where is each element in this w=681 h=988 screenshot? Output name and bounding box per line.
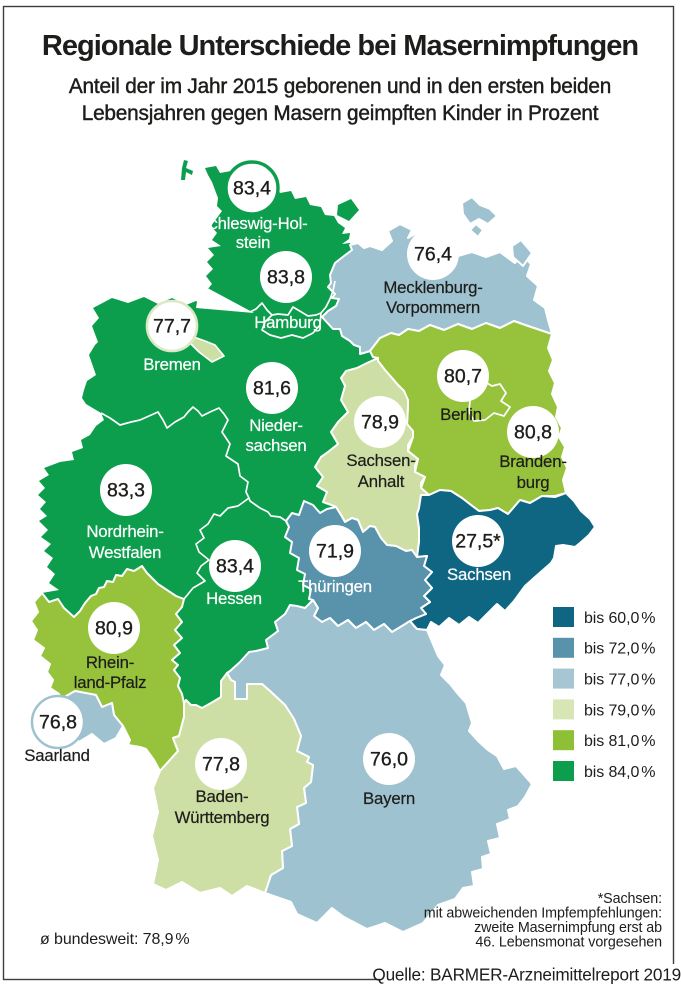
svg-text:80,7: 80,7 [444,366,482,388]
svg-text:ø bundesweit: 78,9%: ø bundesweit: 78,9% [40,931,190,948]
svg-text:78,9: 78,9 [361,412,399,434]
svg-text:*Sachsen:: *Sachsen: [598,891,662,907]
svg-text:bis 79,0%: bis 79,0% [584,702,655,719]
svg-text:Branden-: Branden- [499,452,566,471]
svg-text:76,4: 76,4 [414,244,452,266]
svg-text:bis 81,0%: bis 81,0% [584,733,655,750]
svg-text:land-Pfalz: land-Pfalz [74,673,147,692]
svg-text:77,7: 77,7 [153,316,191,338]
svg-text:bis 77,0%: bis 77,0% [584,672,655,689]
svg-text:Quelle: BARMER-Arzneimittelrep: Quelle: BARMER-Arzneimittelreport 2019 [372,965,681,985]
svg-text:76,0: 76,0 [370,749,408,771]
svg-text:46. Lebensmonat vorgesehen: 46. Lebensmonat vorgesehen [475,935,662,951]
svg-text:Rhein-: Rhein- [86,653,134,672]
svg-text:Nieder-: Nieder- [249,416,303,435]
svg-text:bis 72,0%: bis 72,0% [584,641,655,658]
svg-text:burg: burg [517,473,550,492]
svg-text:Saarland: Saarland [24,746,90,765]
svg-text:Westfalen: Westfalen [89,543,162,562]
svg-text:83,4: 83,4 [233,178,271,200]
svg-text:Anhalt: Anhalt [358,472,405,491]
svg-text:Lebensjahren gegen Masern geim: Lebensjahren gegen Masern geimpften Kind… [82,102,599,125]
svg-text:71,9: 71,9 [316,541,354,563]
svg-text:mit abweichenden Impfempfehlun: mit abweichenden Impfempfehlungen: [424,906,662,922]
svg-text:sachsen: sachsen [245,436,306,455]
svg-text:Vorpommern: Vorpommern [386,298,480,317]
svg-text:83,4: 83,4 [216,556,254,578]
svg-text:27,5*: 27,5* [455,531,501,553]
svg-text:81,6: 81,6 [253,378,291,400]
svg-text:Mecklenburg-: Mecklenburg- [383,278,482,297]
svg-text:bis 84,0%: bis 84,0% [584,764,655,781]
svg-text:Württemberg: Württemberg [175,808,270,827]
svg-text:Schleswig-Hol-: Schleswig-Hol- [198,214,307,233]
svg-text:bis 60,0%: bis 60,0% [584,610,655,627]
svg-text:Regionale Unterschiede bei Mas: Regionale Unterschiede bei Masernimpfung… [42,30,638,62]
svg-text:83,8: 83,8 [267,267,305,289]
svg-text:Thüringen: Thüringen [298,577,372,596]
svg-text:80,8: 80,8 [514,422,552,444]
svg-text:stein: stein [236,233,270,252]
svg-text:80,9: 80,9 [95,618,133,640]
svg-text:Bayern: Bayern [363,789,415,808]
svg-text:Hessen: Hessen [206,589,262,608]
svg-text:83,3: 83,3 [107,480,145,502]
svg-text:Berlin: Berlin [440,405,482,424]
svg-text:Bremen: Bremen [143,355,201,374]
svg-text:Sachsen-: Sachsen- [346,451,415,470]
svg-text:Nordrhein-: Nordrhein- [86,522,163,541]
svg-text:Sachsen: Sachsen [447,565,511,584]
svg-text:Baden-: Baden- [196,787,249,806]
svg-text:Hamburg: Hamburg [254,313,322,332]
svg-text:Anteil der im Jahr 2015 gebore: Anteil der im Jahr 2015 geborenen und in… [69,75,611,98]
svg-text:zweite Masernimpfung erst ab: zweite Masernimpfung erst ab [474,920,662,936]
svg-text:76,8: 76,8 [39,712,77,734]
svg-text:77,8: 77,8 [202,754,240,776]
